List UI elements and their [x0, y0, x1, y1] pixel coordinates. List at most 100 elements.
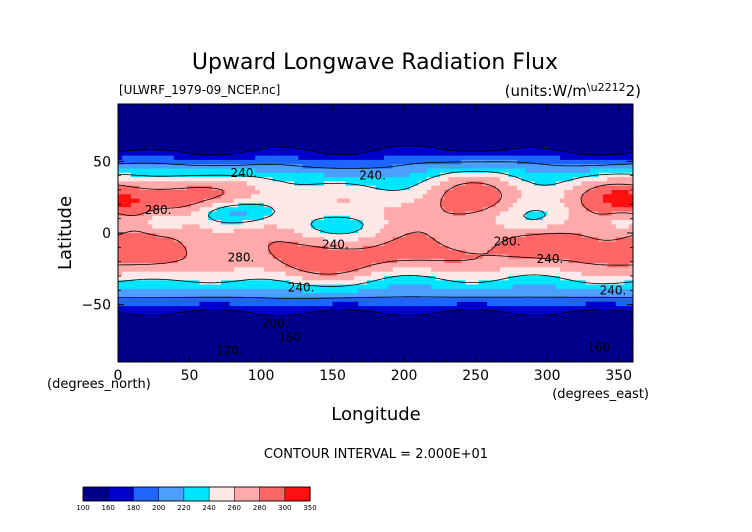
field-cell — [487, 224, 492, 230]
field-cell — [628, 254, 633, 260]
field-cell — [422, 129, 428, 135]
field-cell — [212, 181, 218, 187]
field-cell — [315, 271, 321, 277]
field-cell — [276, 190, 282, 195]
field-cell — [530, 185, 535, 191]
field-cell — [315, 233, 321, 238]
field-cell — [534, 142, 540, 148]
field-cell — [118, 168, 123, 174]
field-cell — [216, 155, 222, 161]
field-cell — [585, 233, 591, 238]
field-cell — [628, 190, 633, 195]
field-cell — [448, 155, 454, 161]
field-cell — [302, 224, 308, 230]
field-cell — [607, 108, 613, 114]
field-cell — [392, 254, 398, 260]
field-cell — [465, 194, 471, 200]
field-cell — [534, 258, 540, 264]
field-cell — [439, 129, 445, 135]
field-cell — [487, 233, 492, 238]
field-cell — [585, 151, 591, 157]
field-cell — [195, 142, 201, 148]
field-cell — [169, 207, 175, 213]
field-cell — [263, 159, 269, 165]
field-cell — [259, 237, 265, 243]
field-cell — [525, 258, 531, 264]
field-cell — [448, 241, 454, 247]
field-cell — [444, 228, 450, 234]
field-cell — [366, 147, 372, 152]
field-cell — [195, 121, 201, 127]
field-cell — [345, 254, 351, 260]
field-cell — [178, 125, 183, 131]
field-cell — [409, 198, 415, 204]
field-cell — [302, 151, 308, 157]
field-cell — [555, 129, 561, 135]
field-cell — [495, 263, 501, 268]
field-cell — [289, 233, 295, 238]
field-cell — [354, 168, 359, 174]
field-cell — [221, 134, 226, 139]
field-cell — [542, 164, 548, 170]
field-cell — [508, 198, 514, 204]
field-cell — [165, 138, 171, 144]
field-cell — [577, 263, 583, 268]
field-cell — [375, 155, 381, 161]
field-cell — [555, 215, 561, 221]
field-cell — [379, 190, 385, 195]
field-cell — [564, 250, 570, 256]
field-cell — [457, 207, 462, 213]
field-cell — [199, 194, 205, 200]
field-cell — [272, 258, 278, 264]
field-cell — [495, 250, 501, 256]
field-cell — [221, 215, 226, 221]
field-cell — [590, 263, 595, 268]
field-cell — [195, 185, 201, 191]
field-cell — [607, 198, 613, 204]
field-cell — [482, 194, 488, 200]
field-cell — [354, 233, 359, 238]
field-cell — [336, 116, 342, 122]
field-cell — [306, 237, 312, 243]
field-cell — [542, 194, 548, 200]
field-cell — [324, 125, 329, 131]
field-cell — [452, 177, 458, 182]
field-cell — [624, 276, 630, 281]
field-cell — [551, 164, 557, 170]
field-cell — [233, 181, 239, 187]
field-cell — [345, 190, 351, 195]
field-cell — [495, 215, 501, 221]
field-cell — [328, 190, 334, 195]
field-cell — [272, 129, 278, 135]
field-cell — [221, 151, 226, 157]
field-cell — [418, 172, 424, 178]
field-cell — [332, 104, 338, 109]
field-cell — [392, 276, 398, 281]
field-cell — [508, 220, 514, 225]
field-cell — [272, 211, 278, 217]
field-cell — [482, 245, 488, 251]
field-cell — [165, 159, 171, 165]
field-cell — [452, 220, 458, 225]
field-cell — [508, 224, 514, 230]
field-cell — [572, 258, 578, 264]
field-cell — [165, 164, 171, 170]
field-cell — [542, 108, 548, 114]
field-cell — [289, 116, 295, 122]
field-cell — [564, 211, 570, 217]
field-cell — [225, 224, 231, 230]
field-cell — [405, 151, 411, 157]
field-cell — [542, 112, 548, 118]
field-cell — [469, 181, 475, 187]
field-cell — [401, 258, 407, 264]
field-cell — [276, 241, 282, 247]
field-cell — [457, 142, 462, 148]
field-cell — [126, 125, 132, 131]
field-cell — [611, 245, 617, 251]
field-cell — [603, 276, 608, 281]
field-cell — [590, 202, 595, 208]
field-cell — [555, 104, 561, 109]
field-cell — [512, 116, 518, 122]
field-cell — [547, 121, 553, 127]
field-cell — [276, 215, 282, 221]
